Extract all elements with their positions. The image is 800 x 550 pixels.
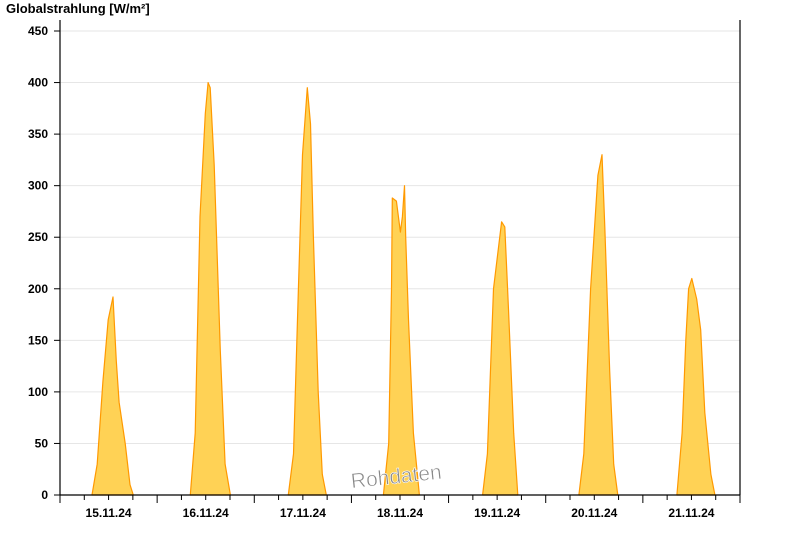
y-tick-label: 100 [28,385,48,399]
y-tick-label: 300 [28,179,48,193]
irradiance-area-21.11.24 [676,277,716,496]
y-tick-label: 350 [28,127,48,141]
x-tick-label: 20.11.24 [571,506,617,520]
watermark: Rohdaten [350,461,443,493]
y-tick-label: 250 [28,230,48,244]
y-tick-label: 450 [28,24,48,38]
x-tick-label: 17.11.24 [280,506,326,520]
irradiance-area-16.11.24 [189,81,231,496]
y-tick-label: 400 [28,76,48,90]
x-tick-label: 21.11.24 [668,506,714,520]
y-tick-label: 200 [28,282,48,296]
x-tick-label: 16.11.24 [183,506,229,520]
x-tick-label: 15.11.24 [86,506,132,520]
irradiance-area-18.11.24 [382,185,420,496]
irradiance-area-20.11.24 [578,154,619,496]
y-tick-label: 0 [41,488,48,502]
x-tick-label: 18.11.24 [377,506,423,520]
chart-title: Globalstrahlung [W/m²] [6,1,150,16]
x-tick-label: 19.11.24 [474,506,520,520]
y-tick-label: 50 [35,436,49,450]
y-tick-label: 150 [28,333,48,347]
irradiance-area-17.11.24 [287,87,327,496]
irradiance-area-15.11.24 [91,296,134,496]
irradiance-area-19.11.24 [482,221,519,496]
